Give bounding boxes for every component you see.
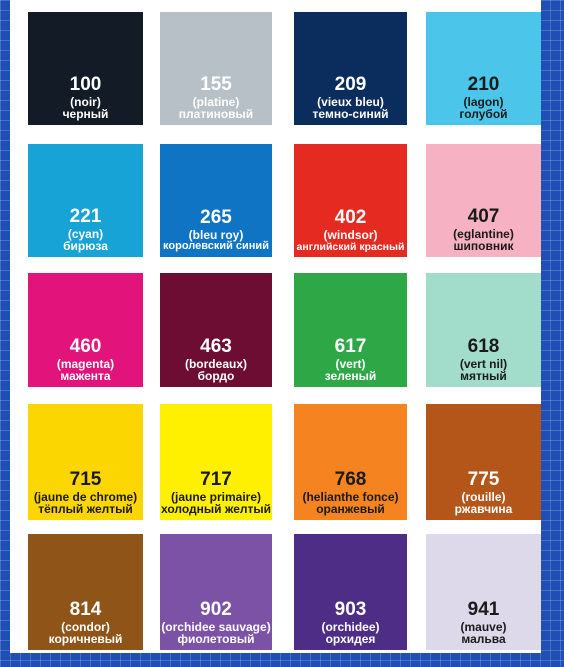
swatch-name-ru: холодный желтый bbox=[160, 502, 271, 517]
swatch-name-ru: орхидея bbox=[325, 632, 376, 647]
swatch-name-fr: (magenta) bbox=[56, 356, 115, 371]
swatch-name-ru: королевский синий bbox=[163, 240, 269, 253]
color-swatch: 768 (helianthe fonce) оранжевый bbox=[294, 404, 407, 520]
color-swatch: 221 (cyan) бирюза bbox=[28, 144, 143, 257]
swatch-name-ru: мальва bbox=[461, 632, 506, 647]
swatch-name-ru: коричневый bbox=[48, 632, 123, 647]
swatch-name-fr: (vert nil) bbox=[459, 356, 508, 371]
swatch-name-ru: платиновый bbox=[178, 107, 254, 122]
swatch-name-ru: английский красный bbox=[296, 240, 405, 253]
swatch-code: 717 bbox=[200, 468, 232, 490]
swatch-code: 903 bbox=[334, 598, 367, 620]
color-swatch: 618 (vert nil) мятный bbox=[426, 273, 541, 387]
color-swatch: 902 (orchidee sauvage) фиолетовый bbox=[160, 534, 272, 650]
swatch-name-fr: (rouille) bbox=[461, 489, 506, 504]
swatch-name-ru: мажента bbox=[60, 369, 111, 384]
color-swatch: 210 (lagon) голубой bbox=[426, 12, 541, 125]
swatch-name-fr: (orchidee sauvage) bbox=[161, 619, 271, 634]
swatch-name-fr: (vert) bbox=[335, 356, 366, 371]
swatch-code: 221 bbox=[69, 205, 102, 227]
color-swatch: 100 (noir) черный bbox=[28, 12, 143, 125]
color-swatch: 717 (jaune primaire) холодный желтый bbox=[160, 404, 272, 520]
color-swatch: 209 (vieux bleu) темно-синий bbox=[294, 12, 407, 125]
color-swatch: 814 (condor) коричневый bbox=[28, 534, 143, 650]
swatch-name-fr: (bleu roy) bbox=[188, 227, 244, 242]
color-swatch: 775 (rouille) ржавчина bbox=[426, 404, 541, 520]
swatch-code: 941 bbox=[467, 598, 500, 620]
swatch-code: 768 bbox=[334, 468, 367, 490]
swatch-name-ru: оранжевый bbox=[316, 502, 385, 517]
swatch-name-fr: (bordeaux) bbox=[184, 356, 247, 371]
swatch-code: 402 bbox=[334, 207, 367, 229]
swatch-name-fr: (platine) bbox=[192, 94, 240, 109]
swatch-code: 460 bbox=[69, 335, 102, 357]
swatch-code: 155 bbox=[200, 73, 232, 95]
color-swatch: 460 (magenta) мажента bbox=[28, 273, 143, 387]
swatch-code: 618 bbox=[467, 335, 500, 357]
swatch-name-ru: темно-синий bbox=[312, 107, 389, 122]
swatch-name-fr: (windsor) bbox=[323, 228, 378, 243]
color-swatch: 463 (bordeaux) бордо bbox=[160, 273, 272, 387]
swatch-code: 617 bbox=[334, 335, 367, 357]
color-swatch: 715 (jaune de chrome) тёплый желтый bbox=[28, 404, 143, 520]
swatch-code: 775 bbox=[467, 468, 500, 490]
swatch-code: 715 bbox=[69, 468, 102, 490]
swatch-code: 902 bbox=[200, 598, 232, 620]
swatch-code: 100 bbox=[69, 73, 102, 95]
swatch-name-fr: (noir) bbox=[70, 94, 101, 109]
swatch-name-fr: (mauve) bbox=[460, 619, 507, 634]
swatch-code: 463 bbox=[200, 335, 232, 357]
swatch-name-fr: (condor) bbox=[61, 619, 110, 634]
color-swatch: 265 (bleu roy) королевский синий bbox=[160, 144, 272, 257]
swatch-name-ru: мятный bbox=[460, 369, 507, 384]
swatch-name-fr: (vieux bleu) bbox=[317, 94, 384, 109]
swatch-name-fr: (jaune primaire) bbox=[170, 489, 262, 504]
swatch-name-ru: голубой bbox=[459, 107, 508, 122]
color-swatch: 407 (eglantine) шиповник bbox=[426, 144, 541, 257]
swatch-code: 814 bbox=[69, 598, 102, 620]
swatch-name-fr: (jaune de chrome) bbox=[33, 489, 138, 504]
swatch-name-ru: бордо bbox=[197, 369, 235, 384]
swatch-name-ru: шиповник bbox=[453, 239, 514, 254]
swatch-name-fr: (cyan) bbox=[67, 226, 104, 241]
swatch-name-ru: зеленый bbox=[324, 369, 377, 384]
color-swatch: 155 (platine) платиновый bbox=[160, 12, 272, 125]
color-swatch: 402 (windsor) английский красный bbox=[294, 144, 407, 257]
swatch-name-fr: (orchidee) bbox=[321, 619, 380, 634]
color-swatch: 617 (vert) зеленый bbox=[294, 273, 407, 387]
swatch-name-ru: бирюза bbox=[63, 239, 108, 254]
swatch-name-fr: (eglantine) bbox=[453, 226, 514, 241]
swatch-code: 209 bbox=[334, 73, 367, 95]
swatch-code: 210 bbox=[467, 73, 500, 95]
color-swatch: 941 (mauve) мальва bbox=[426, 534, 541, 650]
color-swatch: 903 (orchidee) орхидея bbox=[294, 534, 407, 650]
swatch-code: 407 bbox=[467, 205, 500, 227]
swatch-name-ru: черный bbox=[62, 107, 109, 122]
swatch-name-fr: (helianthe fonce) bbox=[302, 489, 399, 504]
swatch-name-ru: ржавчина bbox=[454, 502, 513, 517]
swatch-code: 265 bbox=[200, 206, 232, 228]
swatch-name-ru: фиолетовый bbox=[177, 632, 255, 647]
swatch-name-fr: (lagon) bbox=[463, 94, 504, 109]
swatch-name-ru: тёплый желтый bbox=[38, 502, 133, 517]
